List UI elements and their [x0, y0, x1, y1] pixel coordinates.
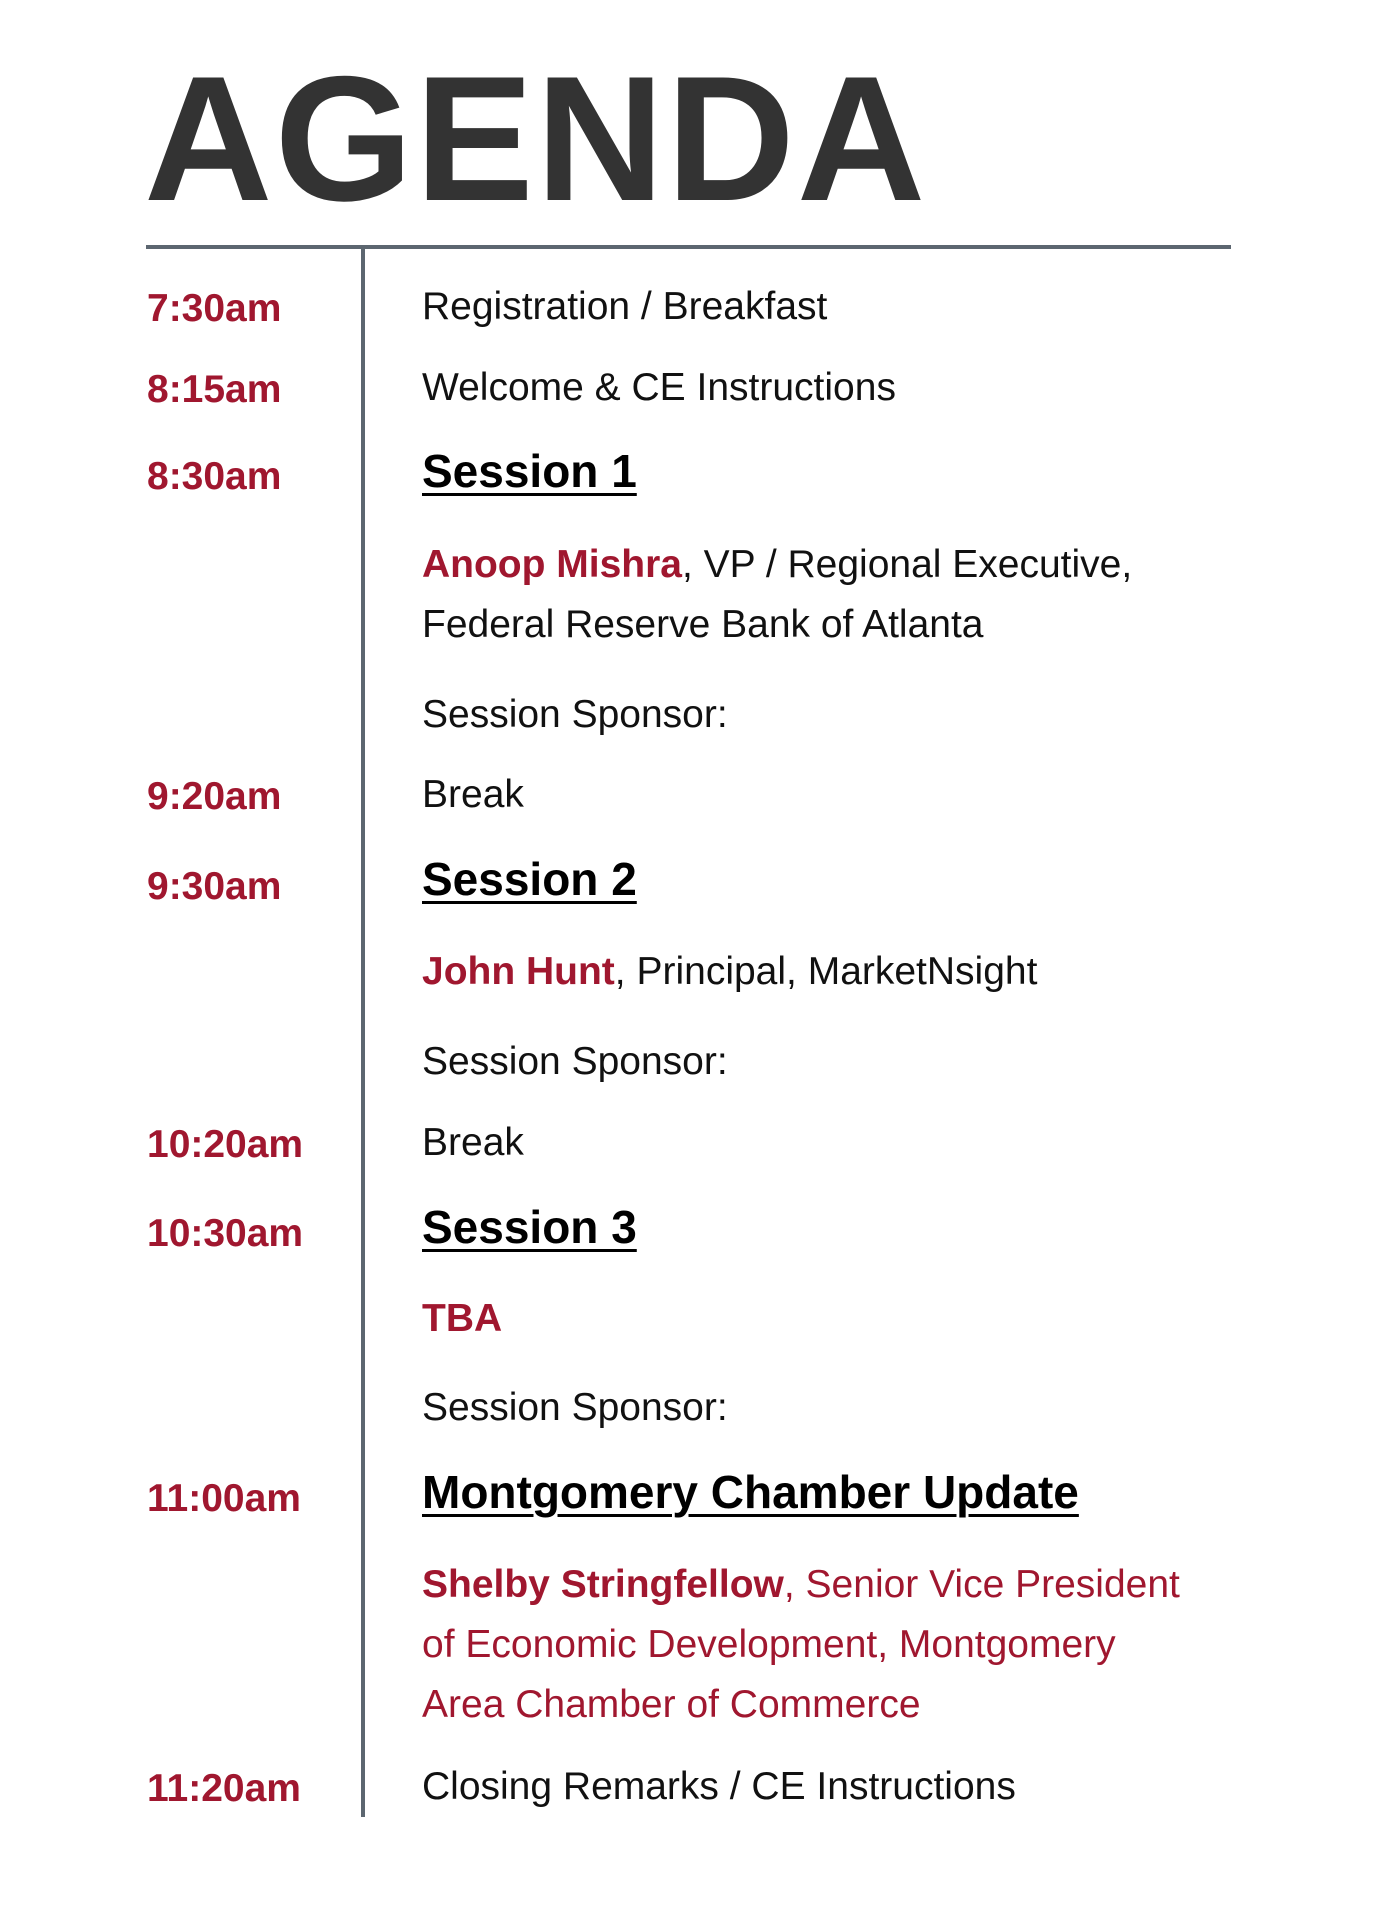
- session-1-sponsor: Session Sponsor:: [422, 693, 728, 736]
- time-break-2: 10:20am: [147, 1123, 304, 1166]
- session-2-speaker-name: John Hunt: [422, 950, 615, 993]
- agenda-item-welcome: Welcome & CE Instructions: [422, 366, 896, 409]
- time-chamber-update: 11:00am: [147, 1477, 301, 1520]
- chamber-speaker-title: , Senior Vice President: [783, 1563, 1180, 1606]
- session-2-speaker: John Hunt, Principal, MarketNsight: [422, 942, 1037, 1002]
- time-session-2: 9:30am: [147, 865, 282, 908]
- chamber-update-heading: Montgomery Chamber Update: [422, 1466, 1079, 1518]
- title-divider: [146, 245, 1231, 249]
- session-1-speaker-title: , VP / Regional Executive,: [682, 543, 1133, 586]
- session-1-speaker-org: Federal Reserve Bank of Atlanta: [422, 603, 984, 646]
- session-3-speaker-name: TBA: [422, 1297, 503, 1340]
- agenda-item-closing: Closing Remarks / CE Instructions: [422, 1765, 1016, 1808]
- time-session-3: 10:30am: [147, 1212, 304, 1255]
- chamber-speaker-name: Shelby Stringfellow: [422, 1563, 784, 1606]
- time-closing: 11:20am: [147, 1767, 301, 1810]
- time-registration: 7:30am: [147, 287, 282, 330]
- session-3-heading: Session 3: [422, 1201, 637, 1253]
- chamber-speaker: Shelby Stringfellow, Senior Vice Preside…: [422, 1555, 1180, 1615]
- session-3-sponsor: Session Sponsor:: [422, 1386, 728, 1429]
- session-2-speaker-title: , Principal, MarketNsight: [614, 950, 1038, 993]
- time-welcome: 8:15am: [147, 368, 282, 411]
- agenda-item-break-1: Break: [422, 773, 524, 816]
- chamber-speaker-org: Area Chamber of Commerce: [422, 1683, 921, 1726]
- session-2-sponsor: Session Sponsor:: [422, 1040, 728, 1083]
- time-session-1: 8:30am: [147, 455, 282, 498]
- chamber-speaker-title-line2: of Economic Development, Montgomery: [422, 1623, 1116, 1666]
- agenda-item-registration: Registration / Breakfast: [422, 285, 828, 328]
- agenda-item-break-2: Break: [422, 1121, 524, 1164]
- timeline-divider: [361, 249, 365, 1817]
- session-1-speaker: Anoop Mishra, VP / Regional Executive,: [422, 535, 1132, 595]
- session-1-speaker-name: Anoop Mishra: [422, 543, 682, 586]
- session-2-heading: Session 2: [422, 853, 637, 905]
- session-1-heading: Session 1: [422, 445, 637, 497]
- page-title: AGENDA: [144, 39, 928, 238]
- time-break-1: 9:20am: [147, 775, 282, 818]
